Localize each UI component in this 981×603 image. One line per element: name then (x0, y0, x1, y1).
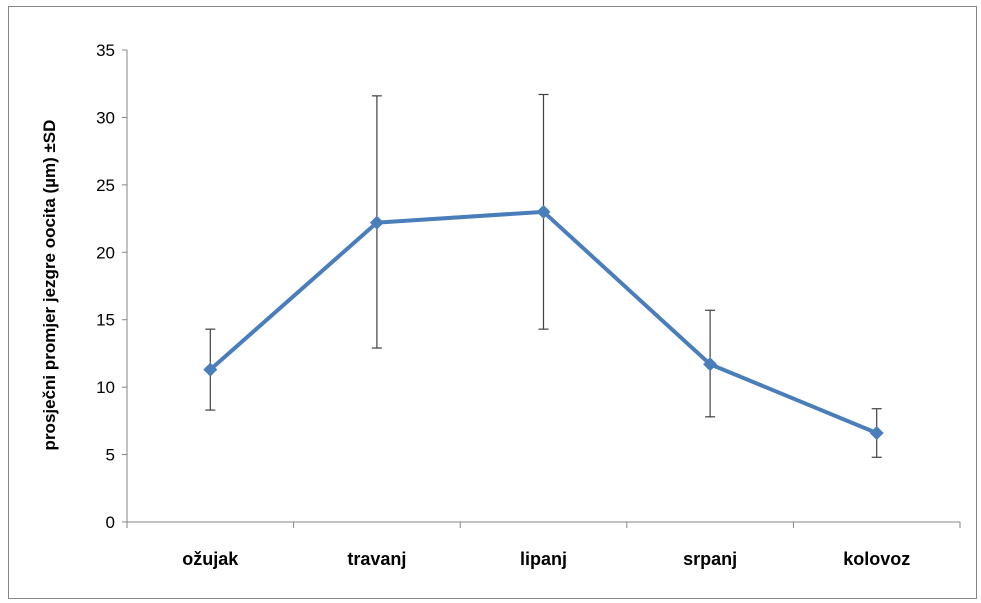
y-tick-label: 15 (96, 311, 115, 330)
error-bars (205, 93, 882, 458)
y-tick-label: 35 (96, 41, 115, 60)
y-tick-label: 10 (96, 378, 115, 397)
data-point-marker (369, 215, 384, 230)
x-tick-label: srpanj (683, 549, 737, 569)
x-axis-ticks: ožujak travanj lipanj srpanj kolovoz (126, 522, 961, 569)
chart-area (8, 6, 977, 599)
y-tick-label: 5 (106, 446, 115, 465)
x-tick-label: lipanj (520, 549, 567, 569)
y-tick-label: 0 (106, 513, 115, 532)
data-point-marker (203, 362, 218, 377)
x-tick-label: kolovoz (843, 549, 910, 569)
data-point-marker (536, 204, 551, 219)
x-tick-label: travanj (347, 549, 406, 569)
y-tick-label: 20 (96, 243, 115, 262)
y-axis-title: prosječni promjer jezgre oocita (µm) ±SD (40, 120, 59, 451)
y-axis-ticks: 0 5 10 15 20 25 30 35 (96, 41, 127, 532)
y-tick-label: 30 (96, 108, 115, 127)
x-tick-label: ožujak (182, 549, 239, 569)
data-markers (203, 204, 884, 440)
data-point-marker (869, 425, 884, 440)
axes (126, 50, 960, 523)
data-point-marker (703, 357, 718, 372)
y-tick-label: 25 (96, 176, 115, 195)
